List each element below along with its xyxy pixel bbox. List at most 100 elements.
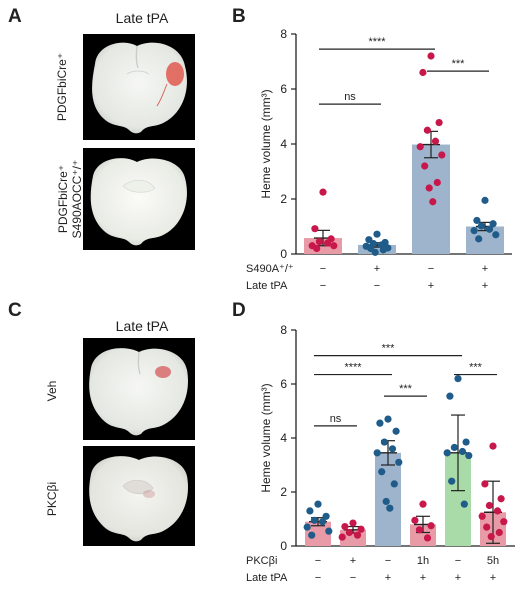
data-point xyxy=(415,526,423,534)
data-point xyxy=(319,188,327,196)
data-point xyxy=(349,519,357,527)
y-tick-label: 8 xyxy=(280,27,287,41)
y-axis-label: Heme volume (mm³) xyxy=(259,383,273,492)
data-point xyxy=(325,527,333,535)
data-point xyxy=(382,497,390,506)
data-point xyxy=(390,480,398,488)
panel-letter-c: C xyxy=(8,300,22,321)
y-tick-label: 6 xyxy=(280,377,287,391)
y-tick-label: 6 xyxy=(280,82,287,96)
data-point xyxy=(357,525,365,533)
condition-value: + xyxy=(482,263,488,275)
data-point xyxy=(431,137,440,145)
data-point xyxy=(448,477,456,485)
panel-letter-a: A xyxy=(8,6,22,27)
condition-value: + xyxy=(350,555,356,567)
data-point xyxy=(423,126,431,134)
brain-photo-a-top xyxy=(83,34,195,140)
condition-row-label: S490A⁺/⁺ xyxy=(246,263,294,275)
data-point xyxy=(323,239,332,247)
data-point xyxy=(462,438,470,446)
data-point xyxy=(427,52,435,60)
brain-photo-a-bottom xyxy=(83,148,195,250)
data-point xyxy=(489,220,497,228)
significance-label: ns xyxy=(330,413,342,425)
condition-value: + xyxy=(420,572,426,584)
data-point xyxy=(345,528,353,537)
data-point xyxy=(306,507,314,515)
significance-label: *** xyxy=(469,362,483,374)
data-point xyxy=(386,504,394,512)
significance-label: *** xyxy=(399,383,413,395)
panel-c-title: Late tPA xyxy=(115,318,169,334)
condition-value: + xyxy=(428,280,434,292)
data-point xyxy=(470,227,478,235)
data-point xyxy=(373,230,381,238)
data-point xyxy=(341,522,349,531)
data-point xyxy=(450,443,458,452)
data-point xyxy=(318,518,327,526)
panel-a-row2-label-line1: PDGFbiCre⁺ xyxy=(56,164,70,234)
y-tick-label: 2 xyxy=(280,485,287,499)
data-point xyxy=(492,231,500,239)
condition-value: − xyxy=(385,555,391,567)
panel-letter-d: D xyxy=(232,300,246,321)
brain-photo-c-top xyxy=(83,338,195,440)
data-point xyxy=(429,198,437,206)
data-point xyxy=(481,196,489,204)
data-point xyxy=(303,523,311,531)
condition-value: 1h xyxy=(417,555,429,567)
data-point xyxy=(427,522,435,530)
data-point xyxy=(338,533,346,541)
data-point xyxy=(465,451,473,460)
condition-value: − xyxy=(315,572,321,584)
panel-a-row2-label-line2: S490AOCC⁺/⁺ xyxy=(70,159,84,239)
y-tick-label: 4 xyxy=(280,137,287,151)
condition-value: − xyxy=(320,280,326,292)
panel-a-title: Late tPA xyxy=(115,10,169,26)
data-point xyxy=(497,495,505,503)
data-point xyxy=(473,216,481,225)
data-point xyxy=(458,447,467,456)
data-point xyxy=(388,445,397,453)
data-point xyxy=(419,500,427,508)
condition-value: + xyxy=(482,280,488,292)
brain-slice-hemorrhage-icon xyxy=(92,42,187,134)
significance-label: **** xyxy=(344,362,362,374)
data-point xyxy=(495,528,503,537)
data-point xyxy=(373,449,381,457)
data-point xyxy=(483,523,491,531)
brain-photo-c-bottom xyxy=(83,446,195,546)
panel-c-row2-label: PKCβi xyxy=(45,481,59,517)
condition-row-label: Late tPA xyxy=(246,572,288,584)
significance-label: *** xyxy=(452,58,466,70)
y-tick-label: 0 xyxy=(280,247,287,261)
condition-value: − xyxy=(455,555,461,567)
condition-value: − xyxy=(350,572,356,584)
data-point xyxy=(416,143,424,151)
y-tick-label: 8 xyxy=(280,323,287,337)
panel-letter-b: B xyxy=(232,6,246,27)
chart-b: 0 2 4 6 8 Heme volume (mm³) **** ns *** S490A⁺/⁺ −… xyxy=(246,27,512,292)
data-point xyxy=(380,438,388,446)
y-tick-label: 4 xyxy=(280,431,287,445)
y-axis-label: Heme volume (mm³) xyxy=(259,89,273,198)
significance-label: *** xyxy=(382,343,396,355)
condition-value: − xyxy=(320,263,326,275)
data-point xyxy=(477,222,485,230)
condition-value: 5h xyxy=(487,555,499,567)
data-point xyxy=(378,468,386,476)
y-tick-label: 0 xyxy=(280,539,287,553)
condition-row-label: Late tPA xyxy=(246,280,288,292)
data-point xyxy=(493,507,502,515)
condition-value: + xyxy=(490,572,496,584)
data-point xyxy=(454,375,462,383)
data-point xyxy=(419,68,427,77)
data-point xyxy=(379,246,387,254)
data-point xyxy=(443,449,451,457)
data-point xyxy=(315,238,323,246)
data-point xyxy=(392,427,400,435)
condition-row-label: PKCβi xyxy=(246,555,277,567)
data-point xyxy=(322,512,330,520)
